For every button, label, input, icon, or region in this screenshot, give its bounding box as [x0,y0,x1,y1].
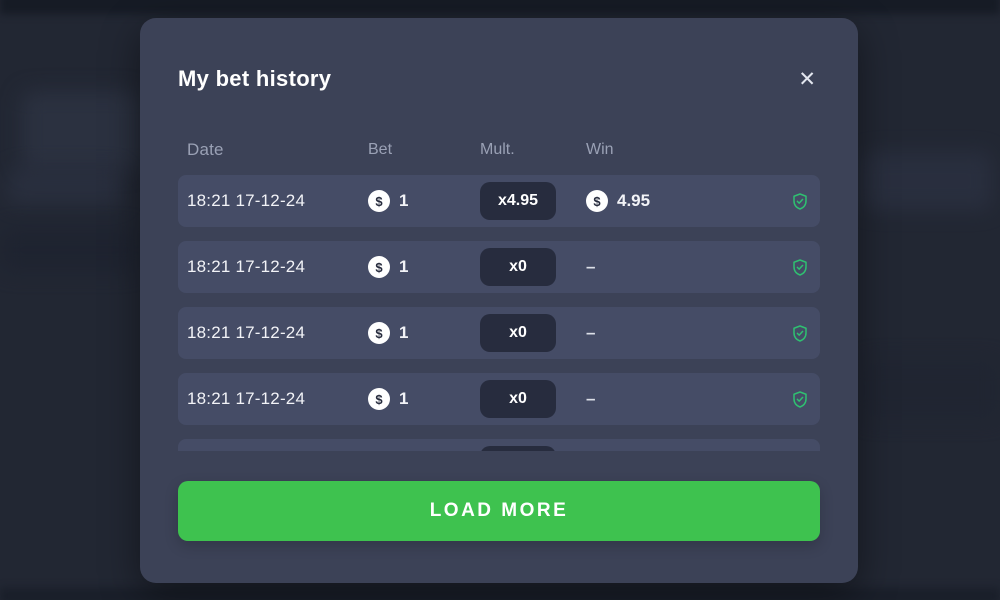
bet-amount: $ 1 [368,322,480,344]
bet-date: 18:21 17-12-24 [187,191,306,210]
load-more-button[interactable]: LOAD MORE [178,481,820,541]
bet-multiplier: x0 [480,248,586,286]
background-top-strip [0,0,1000,14]
bet-history-scroll-area[interactable]: 18:21 17-12-24 $ 1 x4.95 $ 4.95 18:21 17… [178,175,820,451]
bet-value: 1 [399,191,409,210]
dollar-coin-icon: $ [368,322,390,344]
table-row-partial [178,439,820,451]
close-icon: ✕ [798,67,816,91]
bet-date: 18:21 17-12-24 [187,389,306,408]
bet-history-modal: My bet history ✕ Date Bet Mult. Win 18:2… [140,18,858,583]
win-value: 4.95 [617,191,651,210]
win-value: – [586,389,596,408]
bet-date: 18:21 17-12-24 [187,323,306,342]
dollar-coin-icon: $ [586,190,608,212]
shield-check-icon [793,390,807,408]
multiplier-pill: x0 [480,314,556,352]
modal-title: My bet history [178,66,332,91]
table-header: Date Bet Mult. Win [178,140,820,159]
bet-rows: 18:21 17-12-24 $ 1 x4.95 $ 4.95 18:21 17… [178,175,820,425]
bet-amount: $ 1 [368,256,480,278]
background-blur-blob [8,168,123,204]
background-bottom-strip [0,588,1000,600]
multiplier-pill [480,446,556,451]
bet-value: 1 [399,323,409,342]
table-row: 18:21 17-12-24 $ 1 x0 – [178,373,820,425]
bet-multiplier: x0 [480,314,586,352]
table-row: 18:21 17-12-24 $ 1 x4.95 $ 4.95 [178,175,820,227]
table-row: 18:21 17-12-24 $ 1 x0 – [178,307,820,359]
verified-badge [780,258,820,277]
multiplier-pill: x0 [480,380,556,418]
bet-value: 1 [399,257,409,276]
dollar-coin-icon: $ [368,190,390,212]
win-value: – [586,323,596,342]
shield-check-icon [793,192,807,210]
verified-badge [780,390,820,409]
bet-amount: $ 1 [368,388,480,410]
dollar-coin-icon: $ [368,256,390,278]
column-header-mult: Mult. [480,141,515,158]
bet-win: – [586,257,780,277]
column-header-win: Win [586,141,614,158]
shield-check-icon [793,258,807,276]
shield-check-icon [793,324,807,342]
background-blur-blob [0,228,140,272]
win-value: – [586,257,596,276]
verified-badge [780,192,820,211]
column-header-bet: Bet [368,141,393,158]
background-blur-blob [860,360,1000,420]
bet-win: – [586,323,780,343]
bet-amount: $ 1 [368,190,480,212]
background-blur-blob [22,92,140,170]
bet-multiplier: x0 [480,380,586,418]
bet-win: – [586,389,780,409]
close-button[interactable]: ✕ [794,67,820,92]
bet-date: 18:21 17-12-24 [187,257,306,276]
background-blur-blob [862,152,992,210]
bet-value: 1 [399,389,409,408]
dollar-coin-icon: $ [368,388,390,410]
multiplier-pill: x4.95 [480,182,556,220]
bet-win: $ 4.95 [586,190,780,212]
verified-badge [780,324,820,343]
column-header-date: Date [187,140,224,159]
modal-header: My bet history ✕ [178,18,820,94]
bet-multiplier: x4.95 [480,182,586,220]
multiplier-pill: x0 [480,248,556,286]
table-row: 18:21 17-12-24 $ 1 x0 – [178,241,820,293]
